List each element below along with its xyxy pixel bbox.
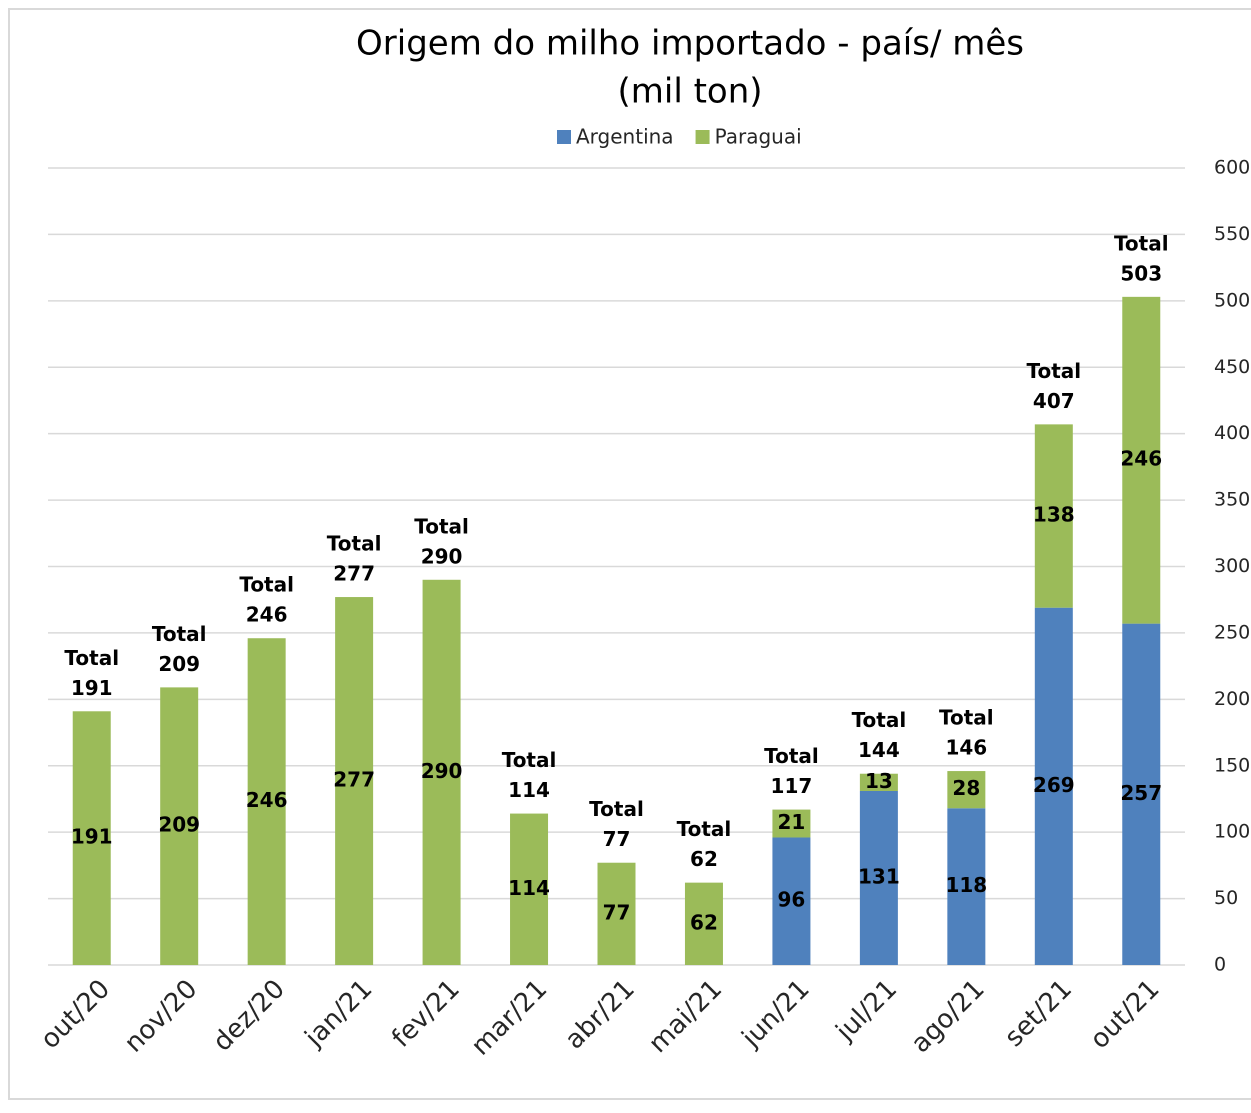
y-tick-label: 50 xyxy=(1214,887,1238,909)
value-label: 13 xyxy=(865,769,893,793)
bar-segment xyxy=(1122,623,1161,965)
value-label: 269 xyxy=(1033,773,1075,797)
value-label: 138 xyxy=(1033,503,1075,527)
value-label: 21 xyxy=(778,810,806,834)
value-label: 114 xyxy=(508,876,550,900)
total-word: Total xyxy=(152,622,207,646)
y-tick-label: 450 xyxy=(1214,356,1250,378)
bar-segment xyxy=(422,579,461,965)
y-tick-label: 600 xyxy=(1214,157,1250,179)
y-tick-label: 550 xyxy=(1214,223,1250,245)
y-tick-label: 400 xyxy=(1214,422,1250,444)
total-word: Total xyxy=(589,797,644,821)
bar-segment xyxy=(859,773,898,791)
bar-segment xyxy=(859,790,898,965)
total-label: 146 xyxy=(945,736,987,760)
value-label: 96 xyxy=(778,888,806,912)
total-word: Total xyxy=(764,744,819,768)
legend: Argentina Paraguai xyxy=(557,125,802,149)
total-word: Total xyxy=(852,708,907,732)
legend-label: Argentina xyxy=(576,125,674,149)
y-tick-label: 300 xyxy=(1214,555,1250,577)
total-word: Total xyxy=(677,817,732,841)
bar-segment xyxy=(684,882,723,965)
total-word: Total xyxy=(939,706,994,730)
total-word: Total xyxy=(1026,359,1081,383)
total-label: 144 xyxy=(858,738,900,762)
total-word: Total xyxy=(414,514,469,538)
total-label: 290 xyxy=(421,544,463,568)
y-tick-label: 0 xyxy=(1214,954,1226,976)
total-word: Total xyxy=(327,532,382,556)
chart-subtitle: (mil ton) xyxy=(617,72,762,112)
total-label: 407 xyxy=(1033,389,1075,413)
value-label: 246 xyxy=(246,788,288,812)
y-tick-label: 350 xyxy=(1214,489,1250,511)
bar-segment xyxy=(772,837,811,965)
value-label: 209 xyxy=(158,813,200,837)
bar-segment xyxy=(1034,607,1073,965)
value-label: 62 xyxy=(690,910,718,934)
chart-title: Origem do milho importado - país/ mês xyxy=(356,24,1024,64)
bar-segment xyxy=(247,638,286,965)
value-label: 77 xyxy=(603,900,631,924)
value-label: 191 xyxy=(71,825,113,849)
value-label: 277 xyxy=(333,768,375,792)
total-label: 191 xyxy=(71,676,113,700)
value-label: 257 xyxy=(1120,781,1162,805)
bar-segment xyxy=(160,687,199,965)
value-label: 118 xyxy=(945,873,987,897)
total-label: 209 xyxy=(158,652,200,676)
value-label: 246 xyxy=(1120,447,1162,471)
total-label: 114 xyxy=(508,778,550,802)
legend-swatch xyxy=(695,130,710,144)
total-label: 117 xyxy=(771,774,813,798)
total-label: 277 xyxy=(333,562,375,586)
legend-swatch xyxy=(557,130,571,144)
total-label: 503 xyxy=(1120,261,1162,285)
bar-segment xyxy=(335,597,374,965)
bar-segment xyxy=(1034,424,1073,608)
bar-segment xyxy=(597,862,636,965)
value-label: 290 xyxy=(421,759,463,783)
y-tick-label: 100 xyxy=(1214,821,1250,843)
y-tick-label: 500 xyxy=(1214,289,1250,311)
value-label: 131 xyxy=(858,864,900,888)
bar-segment xyxy=(947,771,986,809)
legend-label: Paraguai xyxy=(715,125,802,149)
value-label: 28 xyxy=(952,776,980,800)
bar-segment xyxy=(510,813,549,965)
y-tick-label: 200 xyxy=(1214,688,1250,710)
total-word: Total xyxy=(64,646,119,670)
bar-segment xyxy=(772,809,811,838)
y-tick-label: 150 xyxy=(1214,754,1250,776)
bar-segment xyxy=(72,711,111,965)
total-label: 62 xyxy=(690,847,718,871)
bar-segment xyxy=(947,808,986,965)
total-word: Total xyxy=(502,748,557,772)
bar-segment xyxy=(1122,296,1161,624)
y-tick-label: 250 xyxy=(1214,621,1250,643)
total-word: Total xyxy=(239,573,294,597)
total-label: 246 xyxy=(246,603,288,627)
total-label: 77 xyxy=(603,827,631,851)
total-word: Total xyxy=(1114,231,1169,255)
